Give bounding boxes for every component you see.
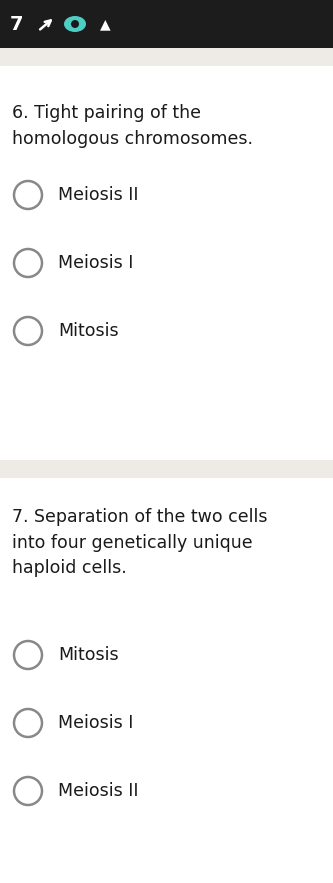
Text: Meiosis II: Meiosis II	[58, 782, 139, 800]
Text: Mitosis: Mitosis	[58, 322, 119, 340]
Ellipse shape	[14, 777, 42, 805]
Ellipse shape	[14, 249, 42, 277]
Ellipse shape	[14, 709, 42, 737]
Ellipse shape	[64, 16, 86, 32]
Text: Meiosis I: Meiosis I	[58, 254, 134, 272]
Text: 7: 7	[10, 14, 24, 34]
Bar	[0, 460, 333, 478]
Bar	[0, 0, 333, 48]
Text: Mitosis: Mitosis	[58, 646, 119, 664]
Text: ▲: ▲	[100, 17, 110, 31]
Text: Meiosis II: Meiosis II	[58, 186, 139, 204]
Text: 7. Separation of the two cells
into four genetically unique
haploid cells.: 7. Separation of the two cells into four…	[12, 508, 267, 577]
Ellipse shape	[14, 317, 42, 345]
Bar	[0, 48, 333, 66]
Ellipse shape	[14, 641, 42, 669]
Ellipse shape	[71, 20, 79, 28]
Ellipse shape	[14, 181, 42, 209]
Text: 6. Tight pairing of the
homologous chromosomes.: 6. Tight pairing of the homologous chrom…	[12, 104, 253, 147]
Text: Meiosis I: Meiosis I	[58, 714, 134, 732]
